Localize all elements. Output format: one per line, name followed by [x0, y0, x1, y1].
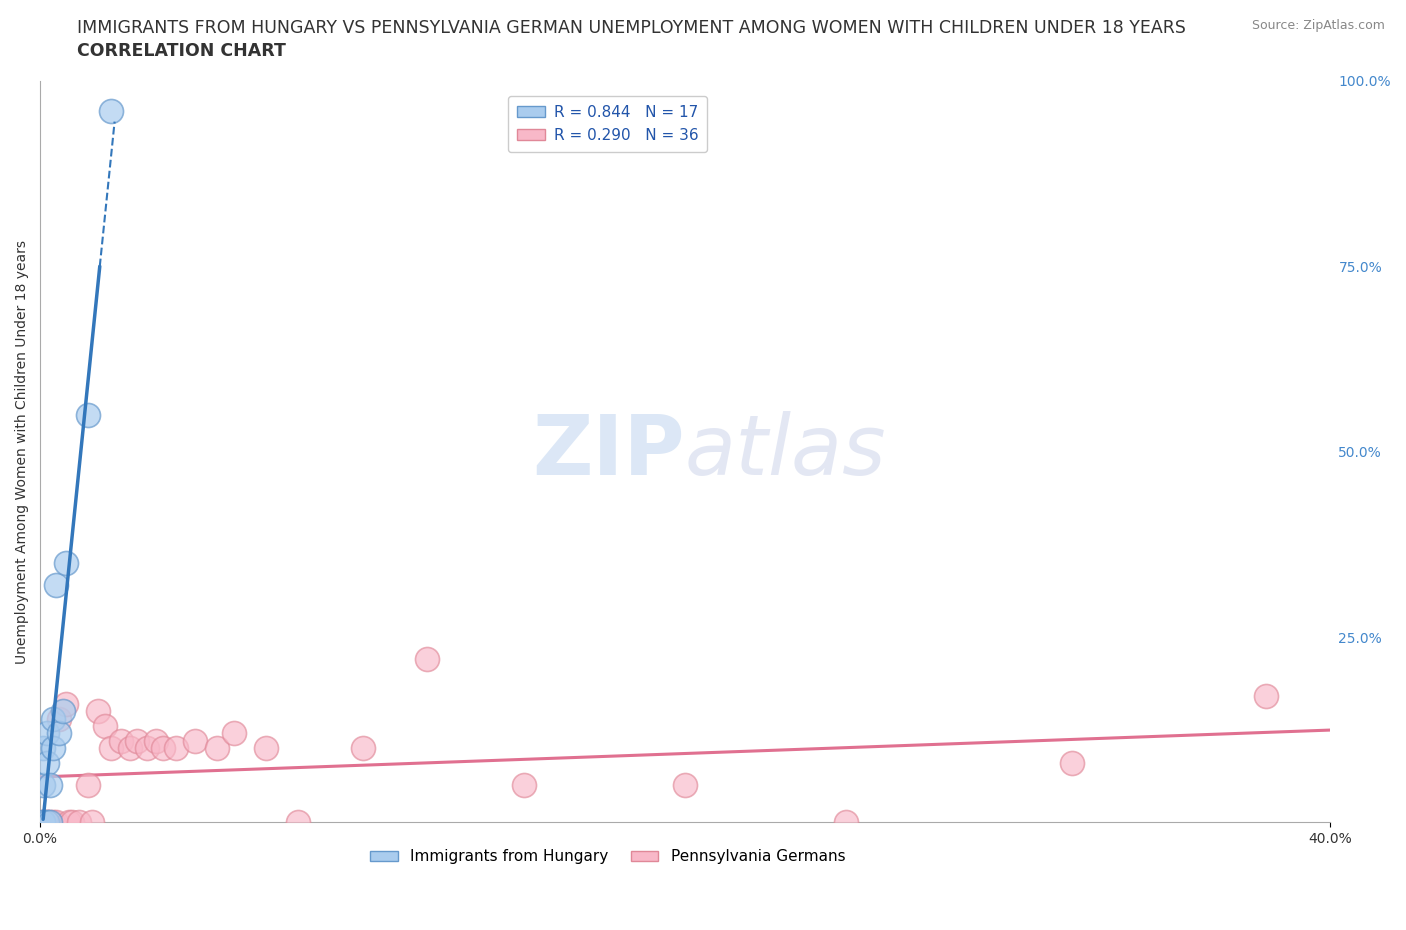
Point	[1060, 756, 1083, 771]
Point	[207, 741, 229, 756]
Point	[125, 734, 148, 749]
Point	[673, 777, 696, 792]
Point	[254, 741, 277, 756]
Point	[32, 815, 55, 830]
Point	[100, 103, 122, 118]
Point	[42, 815, 65, 830]
Point	[110, 734, 132, 749]
Point	[35, 815, 58, 830]
Point	[287, 815, 309, 830]
Point	[352, 741, 374, 756]
Text: atlas: atlas	[685, 411, 887, 492]
Point	[35, 815, 58, 830]
Point	[38, 815, 60, 830]
Point	[32, 815, 55, 830]
Point	[77, 777, 100, 792]
Point	[1254, 689, 1277, 704]
Point	[35, 815, 58, 830]
Point	[45, 578, 67, 592]
Point	[77, 407, 100, 422]
Point	[152, 741, 174, 756]
Point	[35, 756, 58, 771]
Text: IMMIGRANTS FROM HUNGARY VS PENNSYLVANIA GERMAN UNEMPLOYMENT AMONG WOMEN WITH CHI: IMMIGRANTS FROM HUNGARY VS PENNSYLVANIA …	[77, 19, 1187, 36]
Text: Source: ZipAtlas.com: Source: ZipAtlas.com	[1251, 19, 1385, 32]
Point	[32, 815, 55, 830]
Point	[87, 704, 110, 719]
Legend: Immigrants from Hungary, Pennsylvania Germans: Immigrants from Hungary, Pennsylvania Ge…	[364, 844, 852, 870]
Point	[513, 777, 536, 792]
Point	[48, 711, 70, 726]
Point	[55, 555, 77, 570]
Point	[67, 815, 90, 830]
Point	[38, 815, 60, 830]
Point	[165, 741, 187, 756]
Point	[55, 697, 77, 711]
Point	[100, 741, 122, 756]
Point	[835, 815, 858, 830]
Point	[93, 719, 115, 734]
Point	[48, 726, 70, 741]
Point	[38, 777, 60, 792]
Point	[60, 815, 83, 830]
Point	[52, 704, 75, 719]
Point	[35, 726, 58, 741]
Point	[135, 741, 157, 756]
Point	[120, 741, 142, 756]
Point	[222, 726, 245, 741]
Point	[42, 741, 65, 756]
Point	[42, 711, 65, 726]
Point	[32, 777, 55, 792]
Point	[32, 815, 55, 830]
Point	[416, 652, 439, 667]
Text: ZIP: ZIP	[533, 411, 685, 492]
Y-axis label: Unemployment Among Women with Children Under 18 years: Unemployment Among Women with Children U…	[15, 240, 30, 664]
Point	[58, 815, 80, 830]
Point	[145, 734, 167, 749]
Point	[80, 815, 103, 830]
Text: CORRELATION CHART: CORRELATION CHART	[77, 42, 287, 60]
Point	[184, 734, 207, 749]
Point	[32, 741, 55, 756]
Point	[45, 815, 67, 830]
